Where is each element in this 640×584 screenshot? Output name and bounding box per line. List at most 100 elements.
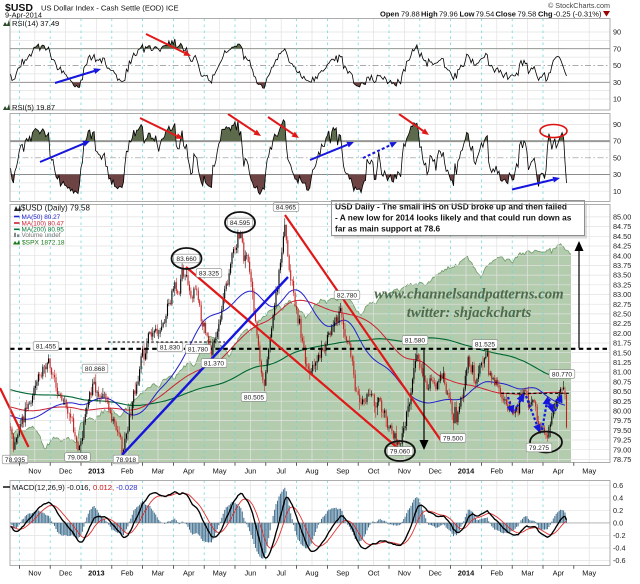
svg-text:Oct: Oct bbox=[368, 569, 380, 578]
svg-text:-0.016,: -0.016, bbox=[67, 483, 91, 492]
svg-text:82.50: 82.50 bbox=[613, 310, 631, 319]
svg-text:Apr: Apr bbox=[553, 467, 565, 476]
svg-text:83.75: 83.75 bbox=[613, 261, 631, 270]
svg-text:80.505: 80.505 bbox=[244, 394, 265, 401]
svg-text:Nov: Nov bbox=[28, 467, 41, 476]
svg-text:May: May bbox=[213, 467, 227, 476]
svg-text:Dec: Dec bbox=[59, 569, 72, 578]
svg-text:Feb: Feb bbox=[121, 569, 134, 578]
svg-text:85.00: 85.00 bbox=[613, 213, 631, 222]
svg-text:79.54: 79.54 bbox=[476, 10, 495, 19]
svg-text:78.935: 78.935 bbox=[5, 457, 26, 464]
svg-text:Volume undef: Volume undef bbox=[22, 232, 61, 239]
svg-text:10: 10 bbox=[613, 95, 621, 104]
svg-text:Apr: Apr bbox=[183, 569, 195, 578]
svg-text:Jul: Jul bbox=[276, 569, 286, 578]
svg-text:2013: 2013 bbox=[88, 467, 104, 476]
svg-text:84.965: 84.965 bbox=[276, 204, 297, 211]
svg-text:9-Apr-2014: 9-Apr-2014 bbox=[5, 11, 42, 20]
svg-text:0.4: 0.4 bbox=[613, 493, 623, 502]
svg-text:Dec: Dec bbox=[429, 569, 442, 578]
svg-text:-0.2: -0.2 bbox=[613, 531, 626, 540]
svg-text:50: 50 bbox=[613, 61, 621, 70]
svg-text:79.58: 79.58 bbox=[518, 10, 537, 19]
svg-text:83.660: 83.660 bbox=[176, 256, 197, 263]
svg-text:81.370: 81.370 bbox=[204, 360, 225, 367]
svg-text:Chg: Chg bbox=[538, 10, 553, 19]
svg-text:70: 70 bbox=[613, 44, 621, 53]
svg-text:$USD: $USD bbox=[5, 2, 33, 14]
svg-text:Oct: Oct bbox=[368, 467, 380, 476]
svg-text:2013: 2013 bbox=[88, 569, 104, 578]
svg-text:MA(100) 80.47: MA(100) 80.47 bbox=[22, 220, 65, 227]
svg-text:78.918: 78.918 bbox=[116, 457, 137, 464]
svg-text:80.75: 80.75 bbox=[613, 377, 631, 386]
svg-text:81.830: 81.830 bbox=[160, 344, 181, 351]
svg-text:84.00: 84.00 bbox=[613, 251, 631, 260]
svg-text:Feb: Feb bbox=[490, 467, 503, 476]
svg-text:81.455: 81.455 bbox=[36, 343, 57, 350]
svg-text:0.012,: 0.012, bbox=[93, 483, 114, 492]
svg-text:$USD (Daily) 79.58: $USD (Daily) 79.58 bbox=[21, 204, 90, 213]
svg-text:RSI(5) 19.87: RSI(5) 19.87 bbox=[12, 103, 55, 112]
svg-text:80.868: 80.868 bbox=[85, 366, 106, 373]
svg-text:Sep: Sep bbox=[336, 467, 349, 476]
svg-text:Mar: Mar bbox=[152, 569, 165, 578]
svg-text:Mar: Mar bbox=[152, 467, 165, 476]
svg-text:Mar: Mar bbox=[521, 467, 534, 476]
svg-text:twitter: shjackcharts: twitter: shjackcharts bbox=[407, 305, 532, 321]
svg-text:80.00: 80.00 bbox=[613, 407, 631, 416]
svg-text:83.325: 83.325 bbox=[199, 270, 220, 277]
svg-text:-0.6: -0.6 bbox=[613, 556, 626, 565]
svg-text:High: High bbox=[421, 10, 438, 19]
svg-text:81.25: 81.25 bbox=[613, 358, 631, 367]
svg-text:79.50: 79.50 bbox=[613, 426, 631, 435]
svg-text:2014: 2014 bbox=[458, 467, 475, 476]
svg-text:-0.028: -0.028 bbox=[116, 483, 138, 492]
svg-text:84.75: 84.75 bbox=[613, 222, 631, 231]
svg-text:84.25: 84.25 bbox=[613, 242, 631, 251]
svg-text:Low: Low bbox=[460, 10, 475, 19]
svg-text:-0.25 (-0.31%): -0.25 (-0.31%) bbox=[554, 10, 602, 19]
svg-text:MA(200) 80.95: MA(200) 80.95 bbox=[22, 227, 65, 234]
svg-text:79.75: 79.75 bbox=[613, 416, 631, 425]
svg-text:Sep: Sep bbox=[336, 569, 349, 578]
svg-text:Jun: Jun bbox=[244, 569, 256, 578]
svg-text:83.00: 83.00 bbox=[613, 290, 631, 299]
svg-text:79.060: 79.060 bbox=[390, 448, 411, 455]
svg-text:81.50: 81.50 bbox=[613, 348, 631, 357]
svg-text:30: 30 bbox=[613, 170, 621, 179]
svg-text:10: 10 bbox=[613, 187, 621, 196]
svg-text:0.2: 0.2 bbox=[613, 506, 623, 515]
svg-text:Jul: Jul bbox=[276, 467, 286, 476]
svg-text:80.770: 80.770 bbox=[552, 371, 573, 378]
svg-text:82.00: 82.00 bbox=[613, 329, 631, 338]
svg-text:RSI(14) 37.49: RSI(14) 37.49 bbox=[12, 19, 59, 28]
svg-text:Open: Open bbox=[380, 10, 400, 19]
svg-text:Aug: Aug bbox=[305, 467, 318, 476]
svg-text:May: May bbox=[582, 569, 596, 578]
svg-text:79.275: 79.275 bbox=[529, 445, 550, 452]
svg-text:Dec: Dec bbox=[429, 467, 442, 476]
svg-text:Nov: Nov bbox=[398, 569, 411, 578]
svg-text:May: May bbox=[213, 569, 227, 578]
svg-text:82.25: 82.25 bbox=[613, 319, 631, 328]
svg-text:79.500: 79.500 bbox=[443, 435, 464, 442]
svg-text:90: 90 bbox=[613, 28, 621, 37]
svg-text:MACD(12,26,9): MACD(12,26,9) bbox=[12, 483, 65, 492]
svg-text:Apr: Apr bbox=[183, 467, 195, 476]
svg-text:79.00: 79.00 bbox=[613, 445, 631, 454]
svg-text:US Dollar Index - Cash Settle: US Dollar Index - Cash Settle (EOD) ICE bbox=[41, 4, 179, 13]
svg-text:MA(50) 80.27: MA(50) 80.27 bbox=[22, 214, 61, 221]
svg-text:81.780: 81.780 bbox=[188, 346, 209, 353]
svg-text:80.25: 80.25 bbox=[613, 397, 631, 406]
svg-text:79.25: 79.25 bbox=[613, 436, 631, 445]
svg-text:83.25: 83.25 bbox=[613, 280, 631, 289]
svg-text:81.580: 81.580 bbox=[405, 337, 426, 344]
svg-text:79.008: 79.008 bbox=[67, 454, 88, 461]
svg-text:Mar: Mar bbox=[521, 569, 534, 578]
svg-text:Jun: Jun bbox=[244, 467, 256, 476]
svg-text:81.00: 81.00 bbox=[613, 368, 631, 377]
svg-text:Feb: Feb bbox=[121, 467, 134, 476]
svg-text:Apr: Apr bbox=[553, 569, 565, 578]
